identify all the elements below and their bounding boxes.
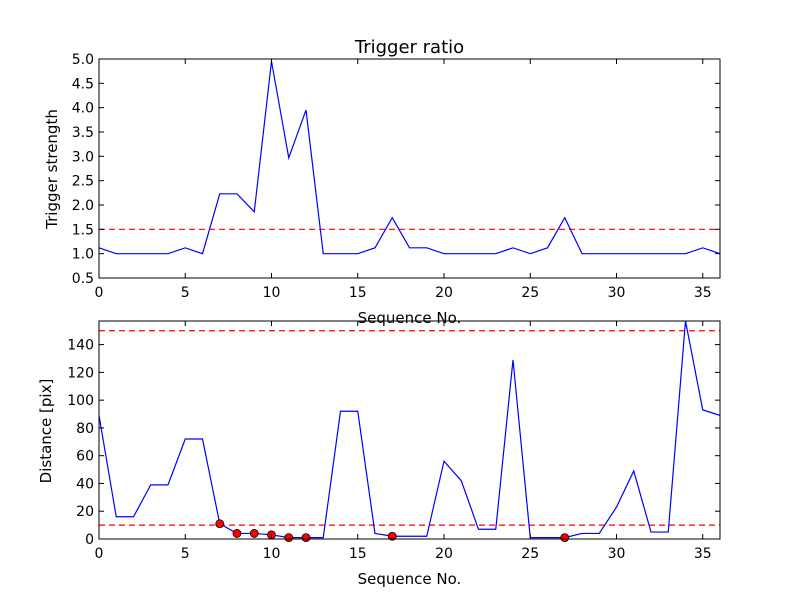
bottom-chart-xtick-label: 0 [95,546,104,562]
bottom-chart-ytick-label: 0 [85,532,94,548]
bottom-chart-marker-point [232,529,242,538]
top-chart-xtick-label: 5 [181,285,190,301]
top-chart-xtick-label: 20 [435,285,453,301]
bottom-chart-marker-point [284,533,294,543]
top-chart-ytick-label: 4.0 [72,101,94,117]
bottom-chart-ytick-label: 120 [67,365,94,381]
bottom-chart-marker-point [387,531,397,541]
bottom-chart-marker-point [249,529,259,538]
top-chart-xtick-label: 10 [263,285,281,301]
bottom-chart-xtick-label: 25 [521,546,539,562]
top-chart-ytick-label: 1.5 [72,222,94,238]
bottom-chart-xtick-label: 30 [608,546,626,562]
top-chart-ytick-label: 4.5 [72,76,94,92]
top-chart-ytick-label: 5.0 [72,52,94,68]
bottom-chart-ytick-label: 60 [76,449,94,465]
top-chart-ytick-label: 3.0 [72,149,94,165]
bottom-chart-ytick-label: 40 [76,476,94,492]
bottom-chart-xlabel: Sequence No. [358,570,462,588]
top-chart-ytick-label: 2.5 [72,174,94,190]
top-chart-ytick-label: 3.5 [72,125,94,141]
top-chart-ytick-label: 2.0 [72,198,94,214]
top-chart-ytick-label: 1.0 [72,247,94,263]
bottom-chart-series-line-0 [99,321,720,539]
bottom-chart-xtick-label: 20 [435,546,453,562]
top-chart-axes-frame [98,58,721,279]
bottom-chart-ytick-label: 80 [76,421,94,437]
top-chart-title: Trigger ratio [354,37,464,58]
bottom-chart-xtick-label: 15 [349,546,367,562]
bottom-chart: 0 5 10 15 20 25 30 35 0 20 40 60 80 100 120 140 [67,320,721,562]
top-chart-xtick-label: 15 [349,285,367,301]
top-chart-xtick-label: 25 [521,285,539,301]
top-chart: 0 5 10 15 20 25 30 35 0.5 1.0 1.5 2.0 2.5 3.0 3.5 4.0 4.… [72,52,721,301]
top-chart-xtick-label: 35 [694,285,712,301]
bottom-chart-xtick-label: 35 [694,546,712,562]
bottom-chart-xtick-label: 10 [263,546,281,562]
top-chart-ylabel: Trigger strength [43,109,61,230]
bottom-chart-marker-point [215,519,225,529]
bottom-chart-ytick-label: 20 [76,504,94,520]
bottom-chart-marker-point [301,533,311,543]
top-chart-series-line-0 [99,61,720,255]
bottom-chart-marker-point [560,533,570,543]
top-chart-xlabel: Sequence No. [358,309,462,327]
bottom-chart-xtick-label: 5 [181,546,190,562]
top-chart-ytick-label: 0.5 [72,271,94,287]
top-chart-xtick-label: 30 [608,285,626,301]
bottom-chart-ytick-label: 140 [67,338,94,354]
bottom-chart-ytick-label: 100 [67,393,94,409]
bottom-chart-ylabel: Distance [pix] [37,379,55,484]
bottom-chart-axes-frame [98,320,721,540]
top-chart-xtick-label: 0 [95,285,104,301]
